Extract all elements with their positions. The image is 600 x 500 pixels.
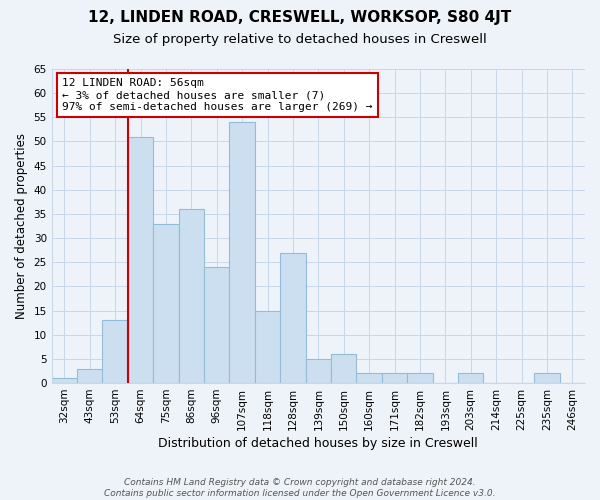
- X-axis label: Distribution of detached houses by size in Creswell: Distribution of detached houses by size …: [158, 437, 478, 450]
- Bar: [255, 310, 280, 383]
- Bar: [331, 354, 356, 383]
- Bar: [103, 320, 128, 383]
- Bar: [458, 374, 484, 383]
- Bar: [356, 374, 382, 383]
- Bar: [280, 252, 305, 383]
- Text: 12 LINDEN ROAD: 56sqm
← 3% of detached houses are smaller (7)
97% of semi-detach: 12 LINDEN ROAD: 56sqm ← 3% of detached h…: [62, 78, 373, 112]
- Bar: [153, 224, 179, 383]
- Y-axis label: Number of detached properties: Number of detached properties: [15, 133, 28, 319]
- Bar: [407, 374, 433, 383]
- Bar: [229, 122, 255, 383]
- Bar: [534, 374, 560, 383]
- Bar: [52, 378, 77, 383]
- Bar: [128, 136, 153, 383]
- Text: 12, LINDEN ROAD, CRESWELL, WORKSOP, S80 4JT: 12, LINDEN ROAD, CRESWELL, WORKSOP, S80 …: [88, 10, 512, 25]
- Bar: [179, 209, 204, 383]
- Bar: [204, 267, 229, 383]
- Bar: [305, 359, 331, 383]
- Bar: [382, 374, 407, 383]
- Text: Contains HM Land Registry data © Crown copyright and database right 2024.
Contai: Contains HM Land Registry data © Crown c…: [104, 478, 496, 498]
- Text: Size of property relative to detached houses in Creswell: Size of property relative to detached ho…: [113, 32, 487, 46]
- Bar: [77, 368, 103, 383]
